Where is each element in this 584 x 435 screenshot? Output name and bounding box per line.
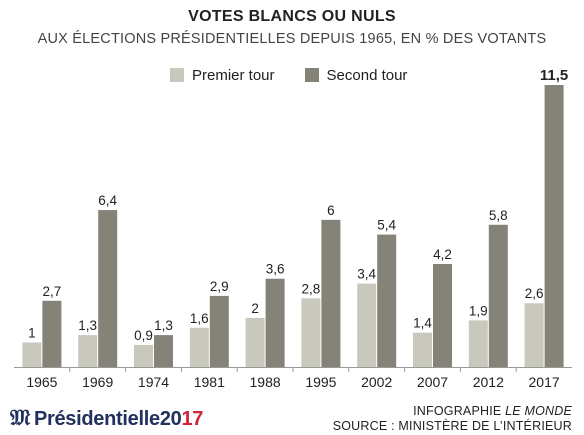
bar-second-tour-2012 xyxy=(488,224,508,367)
logo-year-part-a: 20 xyxy=(159,408,182,430)
data-label-second-tour-1965: 2,7 xyxy=(43,284,62,299)
x-tick-label-1988: 1988 xyxy=(250,374,281,390)
x-tick-label-2012: 2012 xyxy=(473,374,504,390)
data-label-second-tour-1988: 3,6 xyxy=(266,262,285,277)
bar-second-tour-1995 xyxy=(321,219,341,367)
x-tick-label-1995: 1995 xyxy=(305,374,336,390)
bar-second-tour-1981 xyxy=(209,295,229,367)
legend-item-premier-tour: Premier tour xyxy=(170,67,275,84)
data-label-premier-tour-1965: 1 xyxy=(28,325,36,340)
x-tick-label-1974: 1974 xyxy=(138,374,169,390)
legend-item-second-tour: Second tour xyxy=(304,66,408,84)
bar-premier-tour-1965 xyxy=(22,342,42,367)
data-label-second-tour-2007: 4,2 xyxy=(433,247,452,262)
data-label-second-tour-2017: 11,5 xyxy=(540,67,568,84)
credit-infographie: INFOGRAPHIE LE MONDE xyxy=(333,404,572,419)
legend-swatch-premier-tour xyxy=(170,68,184,82)
x-tick-label-1965: 1965 xyxy=(26,374,57,390)
bar-premier-tour-2002 xyxy=(357,283,377,367)
data-label-second-tour-1974: 1,3 xyxy=(154,318,173,333)
data-label-premier-tour-2002: 3,4 xyxy=(357,267,376,282)
data-label-premier-tour-2017: 2,6 xyxy=(525,286,544,301)
bar-premier-tour-1988 xyxy=(245,317,265,367)
bar-premier-tour-1969 xyxy=(78,335,98,367)
bar-second-tour-1988 xyxy=(265,278,285,367)
data-label-premier-tour-1988: 2 xyxy=(251,301,259,316)
legend-label-second-tour: Second tour xyxy=(326,66,408,84)
credit-publication: LE MONDE xyxy=(505,404,572,418)
chart-legend: Premier tour Second tour xyxy=(170,64,437,86)
data-label-premier-tour-2012: 1,9 xyxy=(469,303,488,318)
credit-source: SOURCE : MINISTÈRE DE L’INTÉRIEUR xyxy=(332,419,572,433)
data-label-second-tour-1969: 6,4 xyxy=(98,193,117,208)
data-label-premier-tour-1969: 1,3 xyxy=(78,318,97,333)
bar-premier-tour-2017 xyxy=(524,303,544,367)
credit-prefix: INFOGRAPHIE xyxy=(413,404,506,418)
data-label-second-tour-1981: 2,9 xyxy=(210,279,229,294)
x-tick-label-1981: 1981 xyxy=(194,374,225,390)
bar-second-tour-2017 xyxy=(544,85,564,367)
footer-credit: INFOGRAPHIE LE MONDE SOURCE : MINISTÈRE … xyxy=(333,404,572,434)
bar-second-tour-2002 xyxy=(377,234,397,367)
logo-brand-text: Présidentielle xyxy=(33,408,160,430)
legend-label-premier-tour: Premier tour xyxy=(192,66,275,84)
bar-second-tour-1965 xyxy=(42,300,62,367)
data-label-premier-tour-1974: 0,9 xyxy=(134,328,153,343)
data-label-second-tour-2012: 5,8 xyxy=(489,208,508,223)
presidentielle-2017-logo: 𝔐 Présidentielle 20 17 xyxy=(10,405,203,431)
x-tick-label-2007: 2007 xyxy=(417,374,448,390)
data-label-premier-tour-1981: 1,6 xyxy=(190,311,209,326)
x-tick-label-2017: 2017 xyxy=(529,374,560,390)
bar-premier-tour-1981 xyxy=(189,327,209,367)
bar-second-tour-2007 xyxy=(433,264,452,367)
data-label-premier-tour-2007: 1,4 xyxy=(413,316,432,331)
bar-second-tour-1974 xyxy=(154,335,173,367)
x-tick-label-1969: 1969 xyxy=(82,374,113,390)
bar-premier-tour-2007 xyxy=(413,332,432,367)
bar-premier-tour-2012 xyxy=(468,320,488,367)
bar-second-tour-1969 xyxy=(98,210,118,367)
chart-subtitle: AUX ÉLECTIONS PRÉSIDENTIELLES DEPUIS 196… xyxy=(37,31,547,47)
chart-title: VOTES BLANCS OU NULS xyxy=(188,8,396,25)
data-label-premier-tour-1995: 2,8 xyxy=(302,281,321,296)
data-label-second-tour-1995: 6 xyxy=(327,203,335,218)
bar-premier-tour-1995 xyxy=(301,298,321,367)
le-monde-m-icon: 𝔐 xyxy=(10,405,30,431)
bar-premier-tour-1974 xyxy=(134,344,153,367)
logo-year-part-b: 17 xyxy=(181,408,204,430)
x-tick-label-2002: 2002 xyxy=(361,374,392,390)
legend-swatch-second-tour xyxy=(304,68,319,82)
data-label-second-tour-2002: 5,4 xyxy=(377,218,396,233)
